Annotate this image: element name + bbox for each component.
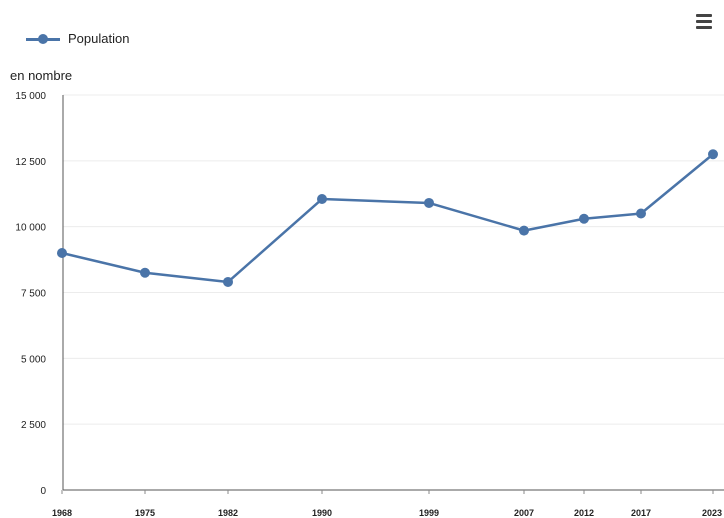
y-tick-label: 5 000 <box>21 354 46 365</box>
y-tick-label: 12 500 <box>15 157 46 168</box>
x-tick-label: 1990 <box>312 508 332 518</box>
data-point-2017 <box>636 208 646 219</box>
legend-swatch-population <box>26 32 60 46</box>
x-tick-label: 1982 <box>218 508 238 518</box>
x-tick-label: 1999 <box>419 508 439 518</box>
hamburger-menu-icon[interactable] <box>696 14 712 29</box>
data-point-2023 <box>708 149 718 160</box>
data-point-2007 <box>519 225 529 236</box>
y-tick-label: 15 000 <box>15 91 46 102</box>
x-tick-label: 1975 <box>135 508 155 518</box>
data-point-1990 <box>317 194 327 205</box>
data-point-1999 <box>424 197 434 208</box>
x-tick-label: 2007 <box>514 508 534 518</box>
y-tick-label: 7 500 <box>21 289 46 300</box>
series-line-population <box>61 153 714 284</box>
data-point-1968 <box>57 248 67 258</box>
data-point-1982 <box>223 276 233 287</box>
data-point-1975 <box>140 267 150 278</box>
x-tick-label: 2012 <box>574 508 594 518</box>
y-tick-label: 0 <box>40 486 46 497</box>
y-axis-title: en nombre <box>10 68 73 83</box>
legend[interactable]: Population <box>26 31 129 46</box>
data-point-2012 <box>579 213 589 224</box>
x-tick-label: 2017 <box>631 508 651 518</box>
y-tick-label: 10 000 <box>15 223 46 234</box>
y-tick-label: 2 500 <box>21 420 46 431</box>
x-tick-label: 2023 <box>702 508 722 518</box>
legend-label-population: Population <box>68 31 130 46</box>
x-tick-label: 1968 <box>52 508 72 518</box>
